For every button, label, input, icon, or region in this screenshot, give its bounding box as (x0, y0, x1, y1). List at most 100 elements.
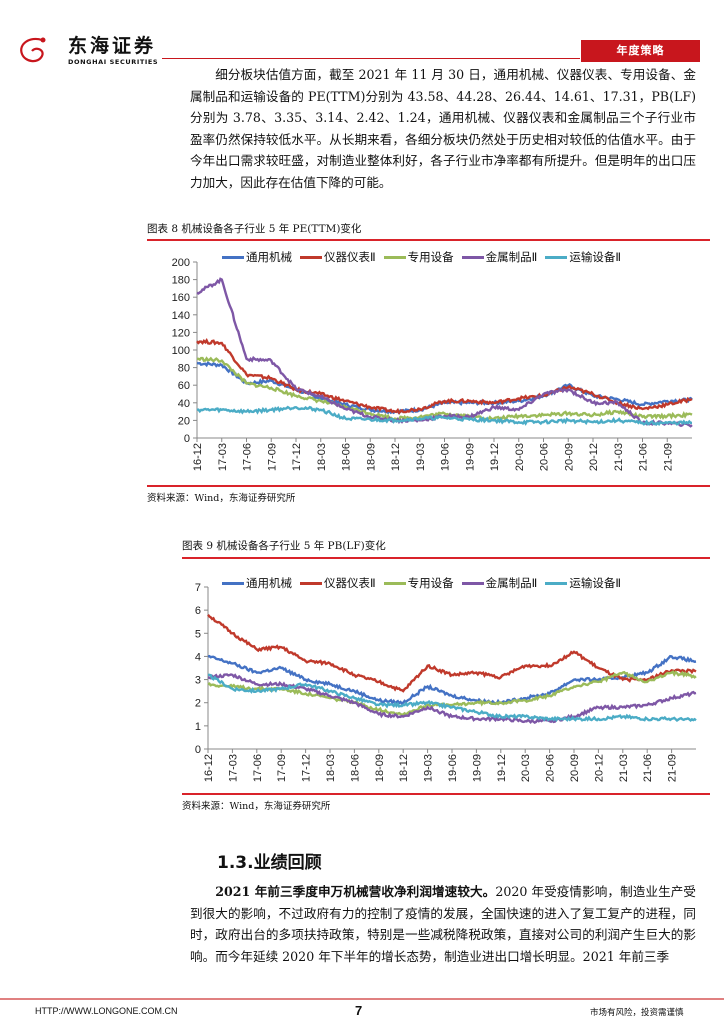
x-tick-label: 21-03 (613, 443, 625, 471)
figure8-bottom-rule (147, 485, 710, 487)
legend-swatch (545, 581, 568, 585)
series-line-2 (197, 356, 693, 422)
x-tick-label: 18-03 (325, 754, 337, 782)
x-tick-label: 21-06 (638, 443, 650, 471)
legend-label: 通用机械 (246, 250, 292, 264)
pe-chart: 0 20 40 60 80 100 120 140 160 180 200 16-12 17-03 17-… (172, 257, 693, 471)
y-tick-label: 20 (178, 415, 190, 427)
legend-swatch (383, 255, 406, 259)
x-tick-label: 17-09 (266, 443, 278, 471)
x-tick-label: 19-06 (447, 754, 459, 782)
x-tick-label: 18-09 (374, 754, 386, 782)
x-tick-label: 19-09 (464, 443, 476, 471)
report-type-badge: 年度策略 (581, 40, 700, 62)
y-tick-label: 40 (178, 398, 190, 410)
x-tick-label: 17-12 (301, 754, 313, 782)
page-number: 7 (355, 1003, 363, 1018)
figure9-top-rule (182, 557, 710, 559)
section-heading: 1.3.业绩回顾 (217, 853, 322, 873)
x-tick-label: 21-09 (662, 443, 674, 471)
x-tick-label: 20-03 (514, 443, 526, 471)
series-line-1 (207, 614, 697, 693)
legend-swatch (222, 255, 244, 259)
body-text: 2020 年受疫情影响，制造业生产受到很大的影响，不过政府有力的控制了疫情的发展… (190, 884, 696, 964)
series-line-3 (207, 673, 697, 725)
legend-label: 仪器仪表Ⅱ (324, 250, 376, 264)
legend-swatch (545, 255, 568, 259)
logo-text-en: DONGHAI SECURITIES (68, 58, 159, 66)
x-tick-label: 20-09 (563, 443, 575, 471)
figure8-source: 资料来源：Wind，东海证券研究所 (147, 493, 296, 504)
figure8-title: 图表 8 机械设备各子行业 5 年 PE(TTM)变化 (147, 223, 362, 235)
series-line-4 (196, 405, 692, 426)
y-tick-label: 4 (195, 651, 201, 663)
x-tick-label: 18-03 (316, 443, 328, 471)
x-tick-label: 21-03 (618, 754, 630, 782)
series-line-4 (207, 673, 697, 723)
legend-item: 通用机械 (222, 249, 292, 265)
legend-swatch (222, 581, 244, 585)
x-tick-label: 19-12 (489, 443, 501, 471)
y-tick-label: 180 (172, 275, 190, 287)
legend-label: 专用设备 (407, 576, 454, 590)
legend-item: 运输设备Ⅱ (545, 249, 621, 265)
legend-swatch (461, 255, 484, 259)
x-tick-label: 21-09 (667, 754, 679, 782)
legend-item: 金属制品Ⅱ (461, 575, 537, 591)
x-tick-label: 17-03 (217, 443, 229, 471)
x-tick-label: 16-12 (203, 754, 215, 782)
y-tick-label: 120 (172, 327, 190, 339)
legend-label: 运输设备Ⅱ (569, 250, 622, 264)
figure9-bottom-rule (182, 793, 710, 795)
x-tick-label: 18-06 (341, 443, 353, 471)
x-tick-label: 17-03 (227, 754, 239, 782)
header-rule (162, 58, 580, 59)
figure9-legend: 通用机械 仪器仪表Ⅱ 专用设备 金属制品Ⅱ 运输设备Ⅱ (222, 575, 621, 591)
y-tick-label: 140 (172, 310, 190, 322)
logo (12, 34, 64, 68)
x-tick-label: 19-03 (423, 754, 435, 782)
series-line-2 (207, 670, 697, 717)
figure9-source: 资料来源：Wind，东海证券研究所 (182, 801, 331, 812)
legend-label: 通用机械 (246, 576, 292, 590)
legend-item: 金属制品Ⅱ (461, 249, 537, 265)
x-tick-label: 18-09 (365, 443, 377, 471)
x-tick-label: 21-06 (642, 754, 654, 782)
lead-sentence: 2021 年前三季度申万机械营收净利润增速较大。 (215, 884, 496, 899)
legend-swatch (300, 581, 322, 585)
y-tick-label: 5 (195, 628, 201, 640)
x-tick-label: 19-12 (496, 754, 508, 782)
y-tick-label: 0 (195, 744, 201, 756)
y-tick-label: 60 (178, 380, 190, 392)
x-tick-label: 18-06 (349, 754, 361, 782)
x-tick-label: 17-12 (291, 443, 303, 471)
series-line-0 (196, 361, 693, 415)
series-line-3 (196, 277, 693, 428)
legend-item: 仪器仪表Ⅱ (300, 249, 376, 265)
y-tick-label: 2 (195, 698, 201, 710)
x-tick-label: 17-06 (252, 754, 264, 782)
legend-item: 专用设备 (383, 575, 454, 591)
y-tick-label: 7 (195, 582, 201, 594)
x-tick-label: 17-09 (276, 754, 288, 782)
legend-swatch (383, 581, 406, 585)
legend-swatch (461, 581, 484, 585)
figure8-legend: 通用机械 仪器仪表Ⅱ 专用设备 金属制品Ⅱ 运输设备Ⅱ (222, 249, 621, 265)
x-tick-label: 19-09 (471, 754, 483, 782)
footer-disclaimer: 市场有风险，投资需谨慎 (590, 1008, 684, 1018)
x-tick-label: 20-06 (539, 443, 551, 471)
logo-text-cn: 东海证券 (68, 35, 157, 57)
footer-url[interactable]: HTTP://WWW.LONGONE.COM.CN (35, 1006, 178, 1016)
x-tick-label: 16-12 (192, 443, 204, 471)
legend-label: 仪器仪表Ⅱ (324, 576, 376, 590)
y-tick-label: 0 (184, 433, 190, 445)
x-tick-label: 18-12 (390, 443, 402, 471)
x-tick-label: 20-12 (593, 754, 605, 782)
valuation-paragraph: 细分板块估值方面，截至 2021 年 11 月 30 日，通用机械、仪器仪表、专… (190, 67, 696, 190)
x-tick-label: 20-09 (569, 754, 581, 782)
legend-label: 专用设备 (407, 250, 454, 264)
dragon-logo-icon (20, 37, 46, 63)
legend-item: 仪器仪表Ⅱ (300, 575, 376, 591)
x-tick-label: 19-06 (440, 443, 452, 471)
performance-paragraph: 2021 年前三季度申万机械营收净利润增速较大。2020 年受疫情影响，制造业生… (190, 881, 696, 967)
